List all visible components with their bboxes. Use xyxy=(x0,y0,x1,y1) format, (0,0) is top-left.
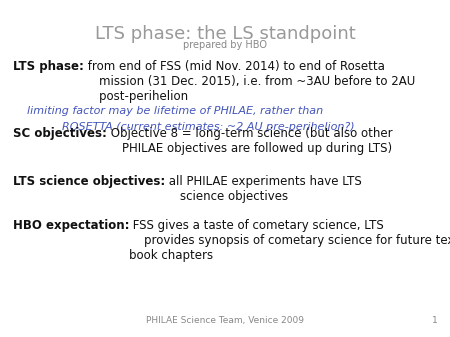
Text: all PHILAE experiments have LTS
    science objectives: all PHILAE experiments have LTS science … xyxy=(165,175,362,203)
Text: 1: 1 xyxy=(432,316,438,325)
Text: HBO expectation:: HBO expectation: xyxy=(13,219,130,232)
Text: SC objectives:: SC objectives: xyxy=(13,127,107,140)
Text: FSS gives a taste of cometary science, LTS
    provides synopsis of cometary sci: FSS gives a taste of cometary science, L… xyxy=(130,219,450,262)
Text: LTS science objectives:: LTS science objectives: xyxy=(13,175,165,188)
Text: LTS phase: the LS standpoint: LTS phase: the LS standpoint xyxy=(94,25,356,43)
Text: prepared by HBO: prepared by HBO xyxy=(183,40,267,50)
Text: PHILAE Science Team, Venice 2009: PHILAE Science Team, Venice 2009 xyxy=(146,316,304,325)
Text: ROSETTA (current estimates: ~2 AU pre-perihelion?): ROSETTA (current estimates: ~2 AU pre-pe… xyxy=(13,122,355,132)
Text: limiting factor may be lifetime of PHILAE, rather than: limiting factor may be lifetime of PHILA… xyxy=(13,106,323,117)
Text: from end of FSS (mid Nov. 2014) to end of Rosetta
    mission (31 Dec. 2015), i.: from end of FSS (mid Nov. 2014) to end o… xyxy=(84,60,415,103)
Text: LTS phase:: LTS phase: xyxy=(13,60,84,73)
Text: Objective 8 = long-term science (but also other
    PHILAE objectives are follow: Objective 8 = long-term science (but als… xyxy=(107,127,392,155)
